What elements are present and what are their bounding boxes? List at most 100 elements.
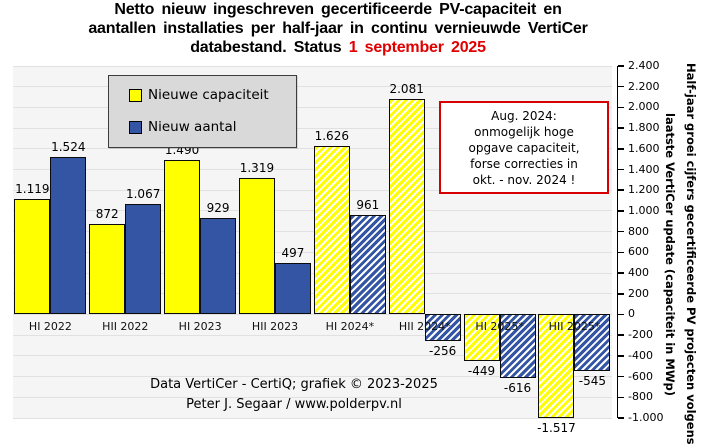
y-axis-tick [618,313,624,316]
category-label: HII 2025* [548,320,601,334]
y-axis-tick-label: -1.000 [628,411,664,424]
y-axis-tick [618,210,624,212]
chart-title: Netto nieuw ingeschreven gecertificeerde… [0,0,676,57]
y-axis-title-line1: Half-jaar groei cijfers gecertificeerde … [684,63,698,445]
y-axis-tick-label: 800 [628,224,649,238]
chart-legend: Nieuwe capaciteit Nieuw aantal [108,75,297,148]
gridline [13,231,612,233]
category-label: HII 2022 [102,320,149,334]
annotation-line: Aug. 2024: [491,109,557,123]
y-axis-tick [618,168,624,171]
bar-count-hii-2023 [274,263,311,315]
bar-value-label: 1.626 [314,129,349,144]
y-axis-tick [618,293,624,295]
y-axis-tick [618,106,624,109]
chart-title-status-date: 1 september 2025 [348,39,486,56]
y-axis-tick-label: -600 [628,369,653,383]
y-axis-tick [618,148,624,150]
gridline [13,293,612,295]
y-axis-tick-label: 200 [628,286,649,300]
legend-swatch-capacity [129,88,142,102]
category-label: HII 2024* [398,320,451,334]
legend-label-capacity: Nieuwe capaciteit [148,87,269,103]
gridline [13,376,612,378]
gridline [13,417,612,419]
bar-count-hii-2025- [574,314,611,371]
bar-capacity-hi-2025- [463,314,500,361]
annotation-line: onmogelijk hoge [474,125,574,139]
annotation-box: Aug. 2024: onmogelijk hoge opgave capaci… [439,101,609,194]
bar-value-label: 1.067 [125,187,161,201]
y-axis-tick-label: 0 [628,307,635,321]
y-axis-tick [618,375,624,378]
bar-value-label: 2.081 [389,82,424,97]
bar-value-label: -616 [503,381,532,396]
credit-line-source: Data VertiCer - CertiQ; grafiek © 2023-2… [150,377,438,392]
bar-value-label: 872 [95,207,119,222]
category-label: HI 2022 [28,320,72,334]
gridline [13,251,612,253]
y-axis-tick-label: 1.600 [628,141,660,155]
bar-value-label: 1.319 [239,160,275,175]
y-axis-tick [618,85,624,88]
legend-swatch-count [129,120,142,134]
annotation-line: forse correcties in [470,157,578,171]
bar-capacity-hi-2022 [14,198,51,315]
annotation-line: okt. - nov. 2024 ! [472,173,576,187]
gridline [13,148,612,150]
chart-title-line3: databestand. Status 1 september 2025 [0,38,676,57]
gridline [13,127,612,129]
chart-title-status-prefix: databestand. Status [190,39,349,56]
bar-count-hii-2022 [125,204,162,315]
y-axis: 2.400 2.200 2.000 1.800 1.600 1.400 1.200 1.000… [617,59,663,424]
gridline [13,313,612,315]
gridline [13,86,612,88]
bar-value-label: 1.524 [51,139,86,154]
bar-capacity-hi-2023 [164,160,201,315]
y-axis-tick [618,334,624,336]
y-axis-tick-label: -400 [628,348,653,362]
y-axis-tick [618,355,624,357]
bar-value-label: 1.119 [15,181,50,196]
annotation-line: opgave capaciteit, [468,141,580,155]
y-axis-tick-label: 2.000 [628,100,660,114]
bar-count-hii-2024- [424,314,461,341]
gridline [13,169,612,171]
y-axis-tick [618,127,624,129]
category-label: HII 2023 [251,320,299,334]
bar-capacity-hii-2022 [89,224,126,315]
y-axis-tick [618,272,624,274]
bar-capacity-hii-2025- [538,314,575,418]
bar-capacity-hi-2024- [313,146,350,315]
bar-capacity-hii-2023 [238,177,275,315]
gridline [13,334,612,336]
y-axis-tick-label: -800 [628,390,653,404]
chart-title-line2: aantallen installaties per half-jaar in … [88,20,588,37]
y-axis-tick [618,65,624,67]
gridline [13,355,612,357]
bar-value-label: -545 [578,373,607,388]
legend-item-count: Nieuw aantal [129,119,236,135]
y-axis-tick-label: 1.800 [628,121,660,135]
chart-title-line1: Netto nieuw ingeschreven gecertificeerde… [114,1,562,18]
bar-count-hi-2023 [200,218,237,315]
bar-value-label: 961 [356,197,380,212]
y-axis-tick-label: -200 [628,328,653,342]
gridline [13,396,612,398]
category-label: HI 2025* [475,320,524,334]
legend-item-capacity: Nieuwe capaciteit [129,87,269,103]
gridline [13,272,612,274]
y-axis-tick [618,189,624,191]
y-axis-tick-label: 1.400 [628,162,660,176]
credit-line-author: Peter J. Segaar / www.polderpv.nl [186,397,402,412]
bar-value-label: 497 [281,246,305,261]
bar-value-label: -256 [429,343,457,358]
gridline [13,65,612,67]
bar-value-label: -449 [467,363,496,378]
y-axis-tick-label: 1.000 [628,203,660,217]
category-label: HI 2024* [325,320,375,334]
category-label: HI 2023 [178,320,222,334]
y-axis-tick-label: 400 [628,266,649,280]
bar-count-hi-2024- [349,214,386,315]
